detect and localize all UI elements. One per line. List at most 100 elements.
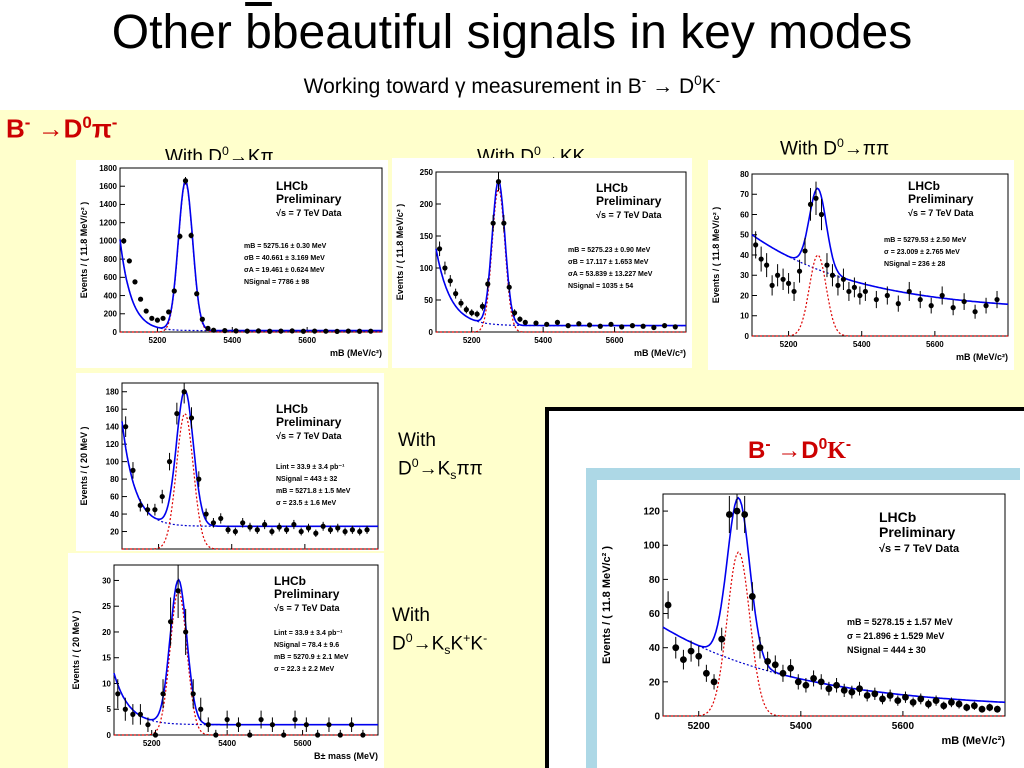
- data-point: [453, 291, 459, 297]
- y-tick-label: 1800: [99, 164, 117, 173]
- data-point: [205, 722, 211, 728]
- data-point: [152, 507, 158, 513]
- data-point: [517, 316, 523, 322]
- data-point: [813, 195, 819, 201]
- data-point: [764, 262, 770, 268]
- data-point: [873, 296, 879, 303]
- data-point: [255, 328, 262, 334]
- data-point: [925, 700, 932, 708]
- data-point: [978, 705, 986, 713]
- x-tick-label: 5600: [298, 336, 316, 345]
- fit-parameter: σB = 17.117 ± 1.653 MeV: [568, 259, 649, 266]
- data-point: [787, 664, 795, 672]
- data-point: [356, 328, 363, 334]
- y-tick-label: 30: [102, 576, 111, 585]
- data-point: [149, 315, 155, 321]
- data-point: [802, 248, 808, 254]
- data-point: [278, 328, 284, 334]
- data-point: [702, 669, 710, 677]
- data-point: [166, 309, 172, 315]
- data-point: [143, 308, 149, 314]
- data-point: [174, 410, 180, 417]
- label-d-to-kskk: With D0→KsK+K-: [392, 605, 488, 658]
- data-point: [597, 323, 603, 329]
- data-point: [213, 732, 219, 738]
- data-point: [175, 588, 181, 594]
- signal-fit-curve: [663, 551, 1005, 717]
- y-tick-label: 80: [110, 475, 119, 484]
- data-point: [335, 525, 341, 531]
- y-tick-label: 0: [429, 328, 434, 337]
- lhcb-tag-line: Preliminary: [908, 192, 974, 206]
- data-point: [130, 467, 136, 473]
- y-tick-label: 100: [106, 457, 120, 466]
- lhcb-tag-line: √s = 7 TeV Data: [276, 208, 343, 218]
- data-point: [115, 691, 121, 697]
- lhcb-tag-line: Preliminary: [274, 587, 340, 601]
- lhcb-tag-line: √s = 7 TeV Data: [879, 543, 960, 555]
- data-point: [479, 303, 486, 309]
- x-tick-label: 5600: [892, 721, 915, 732]
- data-point: [181, 389, 187, 395]
- y-tick-label: 60: [740, 210, 749, 219]
- data-point: [326, 722, 332, 728]
- x-axis-label: B± mass (MeV): [314, 751, 378, 761]
- data-point: [289, 328, 295, 334]
- x-tick-label: 5200: [149, 336, 167, 345]
- y-tick-label: 20: [740, 291, 749, 300]
- data-point: [769, 282, 775, 288]
- data-point: [533, 320, 539, 326]
- lhcb-tag-line: √s = 7 TeV Data: [596, 210, 663, 220]
- label-d-to-pipi: With D0→ππ: [780, 136, 890, 160]
- data-point: [198, 706, 204, 712]
- data-point: [224, 716, 230, 723]
- plot-d-pipi: 0 10 20 30 40 50 60 70 80 5200 5400 5600 Events / ( …: [708, 160, 1014, 370]
- data-point: [292, 716, 298, 723]
- data-point: [917, 695, 925, 703]
- data-point: [846, 288, 852, 295]
- data-point: [160, 315, 166, 321]
- y-tick-label: 600: [104, 273, 118, 282]
- section-label-d-pi: B- →D0π-: [6, 113, 118, 144]
- plot-d-kpi: 0 200 400 600 800 1000 1200 1400 1600 1800 5200 540…: [76, 160, 388, 368]
- x-axis-label: mB (MeV/c²): [634, 348, 686, 358]
- data-point: [171, 288, 177, 294]
- y-tick-label: 30: [740, 271, 749, 280]
- data-point: [672, 644, 680, 652]
- data-point: [863, 692, 871, 699]
- fit-parameter: mB = 5270.9 ± 2.1 MeV: [274, 654, 349, 661]
- data-point: [718, 635, 726, 643]
- y-axis-label: Events / ( 11.8 MeV/c² ): [395, 204, 405, 301]
- data-point: [276, 524, 282, 530]
- y-tick-label: 1000: [99, 237, 117, 246]
- data-point: [152, 732, 159, 738]
- data-point: [196, 476, 202, 482]
- data-point: [664, 601, 672, 609]
- y-tick-label: 20: [649, 677, 661, 688]
- data-point: [791, 288, 797, 295]
- data-point: [233, 328, 239, 334]
- data-point: [544, 321, 550, 327]
- y-axis-label: Events / ( 11.8 MeV/c² ): [601, 546, 613, 664]
- lhcb-tag-line: LHCb: [276, 179, 308, 193]
- y-tick-label: 80: [740, 170, 749, 179]
- data-point: [360, 732, 366, 738]
- data-point: [817, 678, 825, 686]
- title-b-bar: b: [245, 6, 272, 59]
- lhcb-tag-line: √s = 7 TeV Data: [274, 603, 341, 613]
- data-point: [349, 527, 355, 533]
- data-point: [794, 678, 802, 686]
- data-point: [756, 644, 764, 652]
- y-tick-label: 100: [420, 264, 434, 273]
- signal-fit-curve: [122, 412, 378, 550]
- data-point: [725, 511, 733, 518]
- data-point: [501, 220, 507, 226]
- data-point: [554, 319, 561, 325]
- data-point: [511, 310, 518, 316]
- y-tick-label: 20: [110, 527, 119, 536]
- lhcb-tag-line: √s = 7 TeV Data: [908, 208, 975, 218]
- x-tick-label: 5400: [853, 340, 871, 349]
- signal-fit-curve: [752, 254, 1008, 337]
- data-point: [300, 328, 306, 334]
- data-point: [857, 292, 863, 299]
